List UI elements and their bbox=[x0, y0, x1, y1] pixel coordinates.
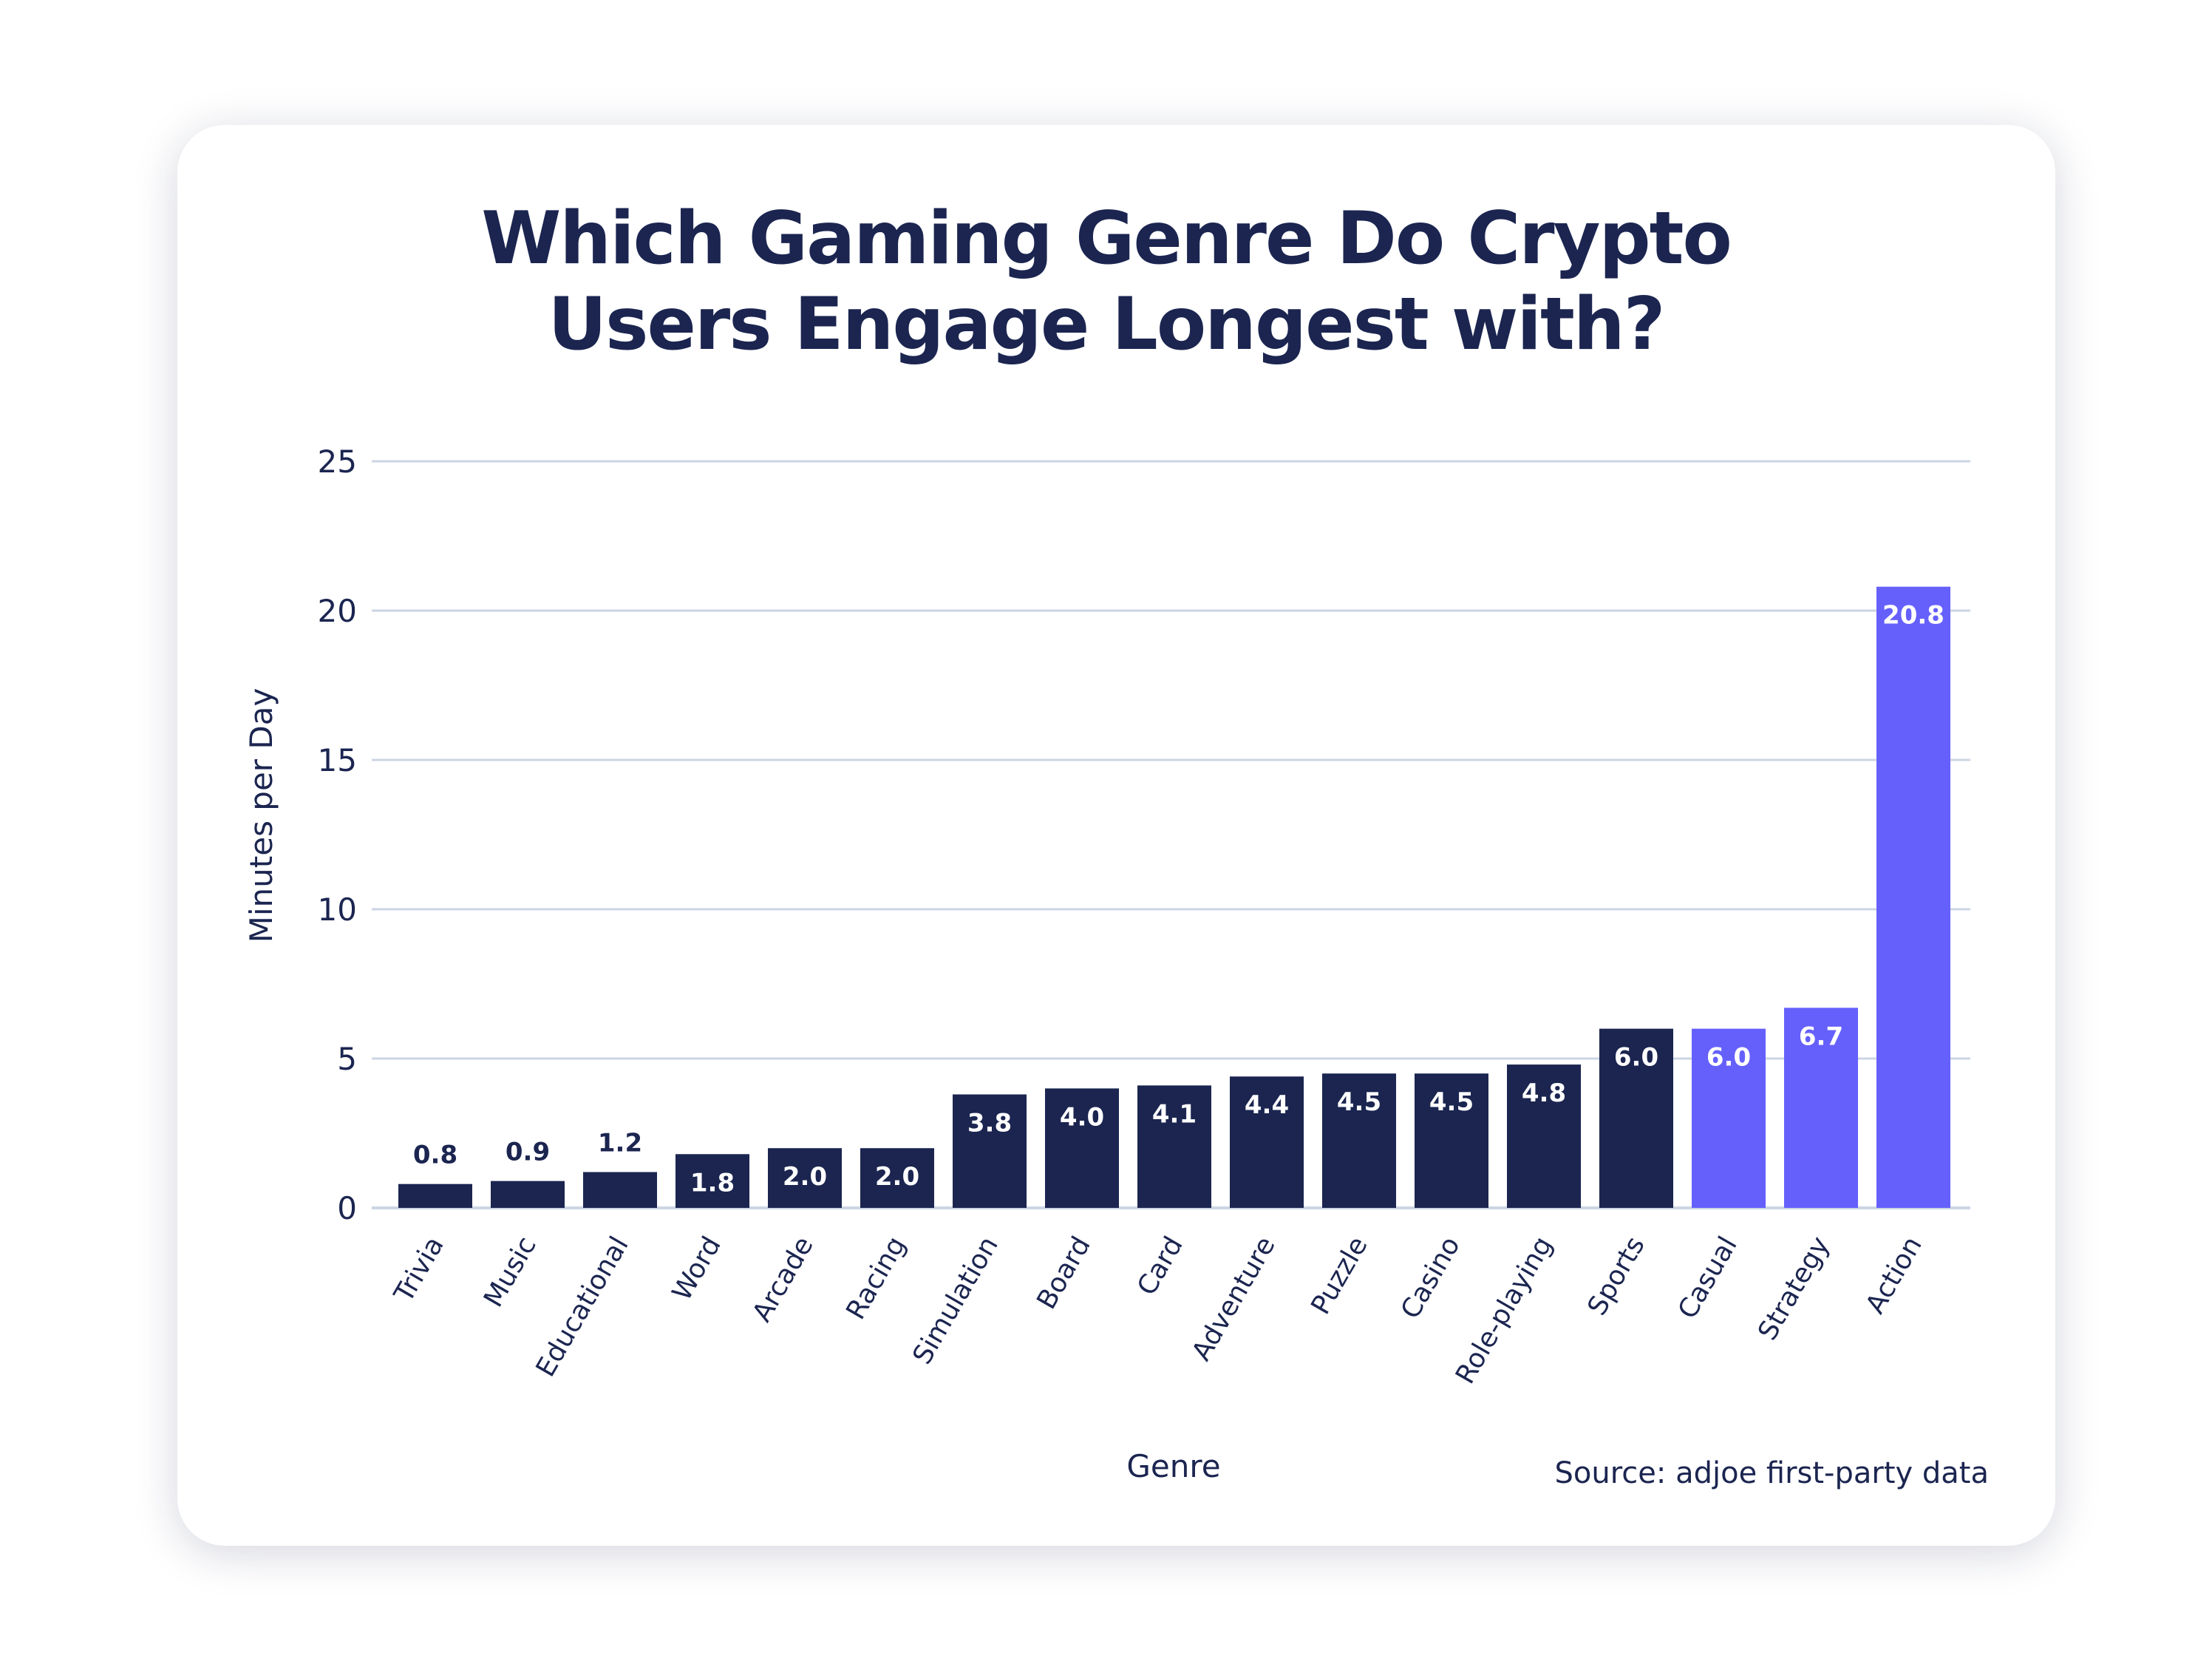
data-label: 4.4 bbox=[1245, 1090, 1289, 1120]
y-tick-label: 0 bbox=[337, 1190, 357, 1226]
data-label: 2.0 bbox=[875, 1162, 919, 1192]
bar-word bbox=[675, 1154, 749, 1208]
data-label: 4.5 bbox=[1337, 1087, 1381, 1117]
y-tick-label: 15 bbox=[318, 742, 357, 778]
bar-trivia bbox=[398, 1184, 472, 1208]
bar-arcade bbox=[768, 1148, 842, 1208]
x-tick-label: Puzzle bbox=[1305, 1232, 1373, 1320]
data-label: 3.8 bbox=[967, 1108, 1012, 1138]
data-label: 4.0 bbox=[1060, 1102, 1104, 1132]
bar-casino bbox=[1415, 1073, 1488, 1208]
x-tick-label: Board bbox=[1031, 1232, 1096, 1314]
chart-card bbox=[177, 125, 2055, 1546]
data-label: 4.1 bbox=[1152, 1099, 1197, 1129]
bar-card bbox=[1137, 1085, 1211, 1208]
data-label: 1.2 bbox=[598, 1129, 642, 1158]
x-tick-label: Action bbox=[1860, 1232, 1928, 1319]
y-axis-label: Minutes per Day bbox=[243, 688, 279, 943]
data-label: 6.0 bbox=[1614, 1043, 1658, 1073]
x-tick-label: Casual bbox=[1672, 1232, 1743, 1324]
x-tick-label: Trivia bbox=[388, 1232, 449, 1308]
data-label: 2.0 bbox=[783, 1162, 827, 1192]
data-label: 0.8 bbox=[413, 1141, 457, 1170]
x-tick-label: Sports bbox=[1582, 1232, 1651, 1320]
x-tick-label: Strategy bbox=[1752, 1232, 1836, 1345]
bar-puzzle bbox=[1322, 1073, 1396, 1208]
x-tick-label: Casino bbox=[1395, 1232, 1466, 1324]
bar-adventure bbox=[1230, 1076, 1304, 1208]
bar-action bbox=[1876, 586, 1950, 1208]
bar-sports bbox=[1599, 1028, 1673, 1208]
x-tick-label: Word bbox=[667, 1232, 727, 1306]
x-tick-label: Simulation bbox=[907, 1232, 1004, 1370]
bar-racing bbox=[860, 1148, 934, 1208]
bar-role-playing bbox=[1507, 1064, 1581, 1208]
chart-title: Which Gaming Genre Do Crypto Users Engag… bbox=[0, 196, 2212, 367]
y-tick-label: 20 bbox=[318, 593, 357, 629]
y-tick-label: 10 bbox=[318, 892, 357, 928]
x-axis-label: Genre bbox=[1126, 1448, 1220, 1484]
bar-simulation bbox=[953, 1094, 1027, 1208]
x-tick-label: Adventure bbox=[1186, 1232, 1282, 1366]
x-tick-label: Role-playing bbox=[1450, 1232, 1559, 1389]
source-note: Source: adjoe first-party data bbox=[1555, 1456, 1990, 1490]
y-tick-label: 25 bbox=[318, 444, 357, 480]
bar-educational bbox=[583, 1172, 657, 1208]
x-tick-label: Arcade bbox=[747, 1232, 820, 1327]
data-label: 0.9 bbox=[506, 1138, 550, 1167]
y-tick-label: 5 bbox=[337, 1041, 357, 1077]
x-tick-label: Card bbox=[1131, 1232, 1189, 1300]
x-tick-label: Music bbox=[478, 1232, 542, 1312]
data-label: 4.8 bbox=[1522, 1079, 1566, 1108]
bar-board bbox=[1045, 1088, 1119, 1208]
title-line-2: Users Engage Longest with? bbox=[548, 282, 1666, 367]
title-line-1: Which Gaming Genre Do Crypto bbox=[481, 197, 1732, 281]
data-label: 4.5 bbox=[1429, 1087, 1474, 1117]
bar-casual bbox=[1692, 1028, 1766, 1208]
data-label: 20.8 bbox=[1882, 601, 1944, 631]
data-label: 1.8 bbox=[690, 1168, 735, 1198]
x-tick-label: Racing bbox=[840, 1232, 911, 1325]
bar-music bbox=[491, 1181, 565, 1208]
data-label: 6.0 bbox=[1706, 1043, 1751, 1073]
x-tick-label: Educational bbox=[531, 1232, 635, 1382]
bar-strategy bbox=[1784, 1008, 1858, 1208]
data-label: 6.7 bbox=[1799, 1022, 1843, 1051]
